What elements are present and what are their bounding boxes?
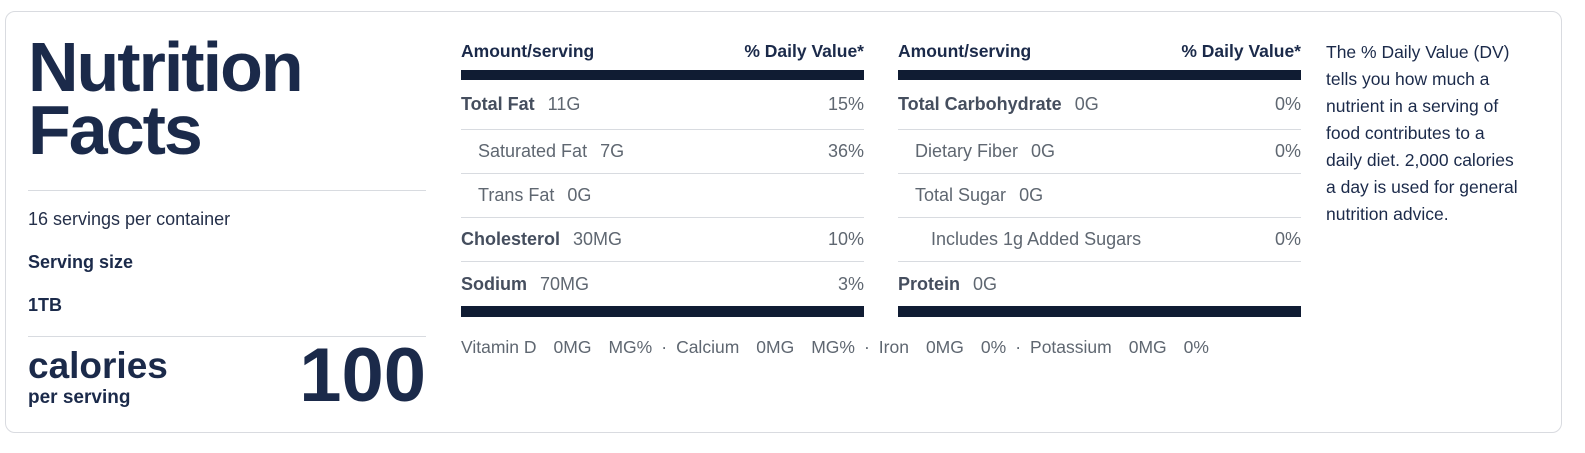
nutrient-amount: 70MG [540,273,590,294]
daily-value-footnote: The % Daily Value (DV) tells you how muc… [1326,42,1518,224]
micronutrients-row: Vitamin D 0MG MG% · Calcium 0MG MG% · Iron 0MG 0% ·… [461,336,1301,358]
nutrient-name: Sodium [461,273,527,294]
micronutrient-name: Calcium [676,337,740,357]
serving-size-label: Serving size [28,252,134,272]
nutrient-name: Dietary Fiber [915,141,1019,161]
header-bar [898,70,1301,80]
nutrient-amount: 0G [973,273,998,294]
daily-value-header: % Daily Value* [1181,41,1301,61]
nutrient-amount: 30MG [573,229,623,249]
micronutrient-dv: 0% [1183,337,1209,357]
dot-separator: · [661,337,668,357]
nutrient-name: Total Sugar [915,185,1007,205]
micronutrient-dv: MG% [608,337,653,357]
micronutrient-dv: 0% [980,337,1007,357]
table-row: Dietary Fiber 0G 0% [898,130,1301,174]
nutrient-amount: 0G [567,185,592,205]
micronutrient-amount: 0MG [1128,337,1167,357]
table-row: Trans Fat 0G [461,174,864,218]
table-row: Total Fat 11G 15% [461,80,864,130]
nutrient-column-fats: Amount/serving % Daily Value* Total Fat 1… [461,41,864,317]
nutrient-amount: 11G [547,94,581,114]
footer-bar [898,306,1301,317]
calories-labels: calories per serving [28,345,168,409]
nutrient-dv: 0% [1274,141,1301,161]
nutrient-amount: 0G [1074,94,1099,114]
table-row: Cholesterol 30MG 10% [461,218,864,262]
nutrient-dv: 3% [837,273,864,294]
amount-serving-header: Amount/serving [461,41,595,61]
calories-row: calories per serving 100 [28,333,426,418]
nutrient-name: Protein [898,273,961,294]
table-row: Total Sugar 0G [898,174,1301,218]
daily-value-header: % Daily Value* [744,41,864,61]
column-header: Amount/serving % Daily Value* [898,41,1301,61]
micronutrient-name: Iron [878,337,909,357]
nutrient-amount: 7G [600,141,625,161]
micronutrient-dv: MG% [811,337,855,357]
micronutrient-name: Potassium [1030,337,1112,357]
micronutrient-amount: 0MG [925,337,964,357]
nutrition-facts-card: Nutrition Facts 16 servings per containe… [5,11,1562,433]
nutrient-name: Trans Fat [478,185,555,205]
page-title: Nutrition Facts [28,28,426,169]
calories-sublabel: per serving [28,387,131,408]
nutrient-dv: 15% [827,94,864,114]
dot-separator: · [1015,337,1022,357]
micronutrient-name: Vitamin D [461,337,537,357]
header-bar [461,70,864,80]
servings-per-container: 16 servings per container [28,209,231,229]
nutrient-name: Cholesterol [461,229,561,249]
nutrient-amount: 0G [1019,185,1044,205]
nutrient-dv: 10% [827,229,864,249]
dot-separator: · [863,337,870,357]
footer-bar [461,306,864,317]
title-line-2: Facts [28,91,203,169]
nutrient-amount: 0G [1031,141,1056,161]
nutrient-tables-section: Amount/serving % Daily Value* Total Fat 1… [461,12,1301,432]
column-header: Amount/serving % Daily Value* [461,41,864,61]
calories-label: calories [28,345,168,386]
divider [28,190,426,191]
divider [28,336,426,337]
table-row: Includes 1g Added Sugars 0% [898,218,1301,262]
table-row: Saturated Fat 7G 36% [461,130,864,174]
table-row: Total Carbohydrate 0G 0% [898,80,1301,130]
title-line-1: Nutrition [28,28,304,106]
nutrient-name: Includes 1g Added Sugars [931,229,1142,249]
label-summary-section: Nutrition Facts 16 servings per containe… [28,12,426,432]
amount-serving-header: Amount/serving [898,41,1032,61]
micronutrient-amount: 0MG [756,337,795,357]
table-row: Sodium 70MG 3% [461,262,864,306]
micronutrient-amount: 0MG [553,337,592,357]
nutrient-name: Saturated Fat [478,141,588,161]
serving-size-value: 1TB [28,295,63,315]
nutrient-dv: 36% [827,141,864,161]
nutrient-dv: 0% [1274,229,1301,249]
calories-value: 100 [299,333,426,418]
table-row: Protein 0G [898,262,1301,306]
nutrient-dv: 0% [1274,94,1301,114]
nutrient-name: Total Fat [461,94,535,114]
nutrient-column-carbs: Amount/serving % Daily Value* Total Carb… [898,41,1301,317]
nutrient-name: Total Carbohydrate [898,94,1062,114]
